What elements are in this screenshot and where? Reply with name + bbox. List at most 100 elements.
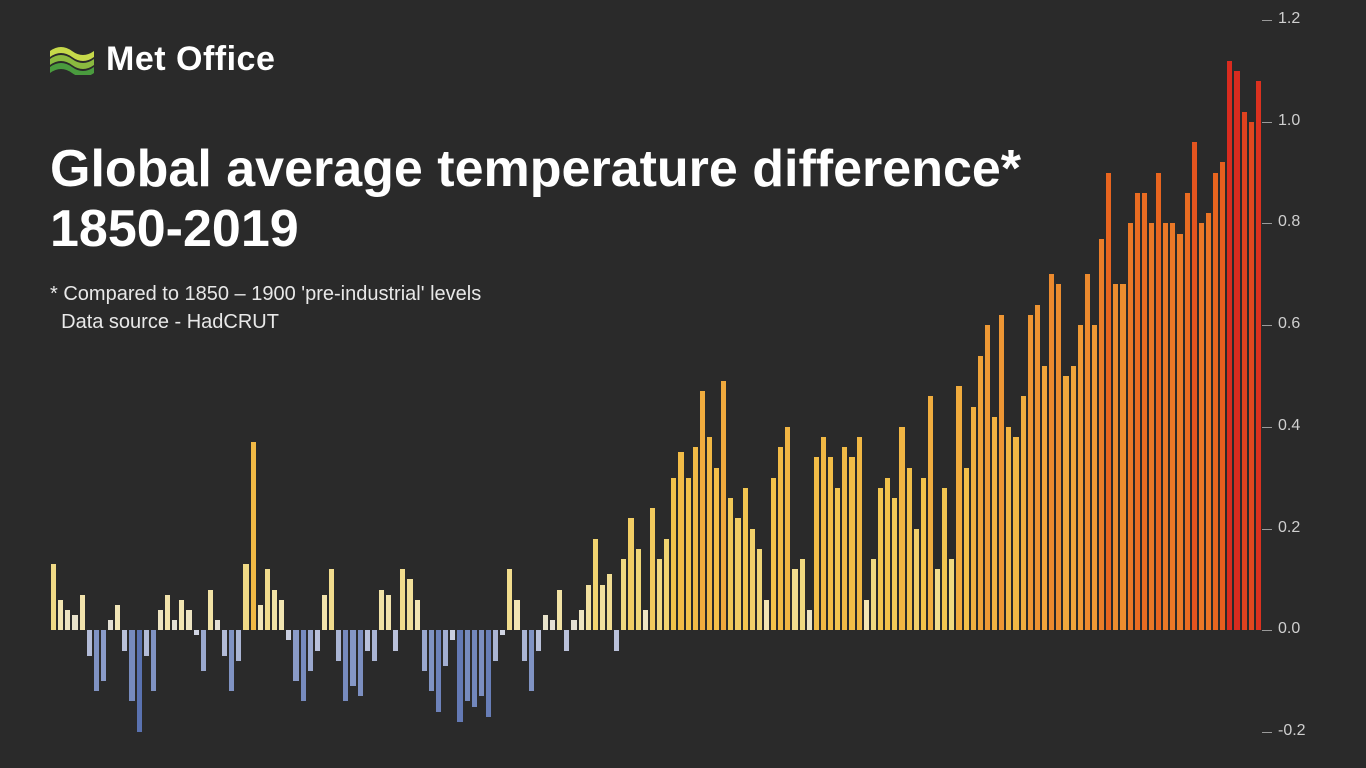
bar: [1242, 112, 1247, 631]
bar: [871, 559, 876, 630]
bar: [358, 630, 363, 696]
bar: [329, 569, 334, 630]
bar: [279, 600, 284, 631]
bar: [999, 315, 1004, 630]
bar: [771, 478, 776, 631]
bar: [251, 442, 256, 630]
bar: [472, 630, 477, 706]
bar: [849, 457, 854, 630]
bar: [194, 630, 199, 635]
y-tick-label: 0.0: [1278, 620, 1300, 638]
bar: [1170, 223, 1175, 630]
bar: [108, 620, 113, 630]
bar: [564, 630, 569, 650]
y-tick: [1262, 732, 1272, 733]
bar: [422, 630, 427, 671]
bar: [179, 600, 184, 631]
bar: [457, 630, 462, 722]
bar: [365, 630, 370, 650]
bar: [593, 539, 598, 631]
y-tick-label: 0.6: [1278, 315, 1300, 333]
bar: [65, 610, 70, 630]
y-tick: [1262, 122, 1272, 123]
bar: [664, 539, 669, 631]
bar: [172, 620, 177, 630]
bar: [857, 437, 862, 630]
bar: [1006, 427, 1011, 630]
bar: [686, 478, 691, 631]
bar: [372, 630, 377, 661]
bar: [1249, 122, 1254, 631]
bar: [800, 559, 805, 630]
bar: [1128, 223, 1133, 630]
bar: [693, 447, 698, 630]
y-tick-label: 1.0: [1278, 112, 1300, 130]
bar: [479, 630, 484, 696]
bar: [1021, 396, 1026, 630]
bar: [465, 630, 470, 701]
bar: [914, 529, 919, 631]
bar: [643, 610, 648, 630]
bar: [828, 457, 833, 630]
bar: [942, 488, 947, 630]
bar: [507, 569, 512, 630]
bar: [628, 518, 633, 630]
bar: [243, 564, 248, 630]
bar: [1177, 234, 1182, 631]
bar: [265, 569, 270, 630]
bar: [935, 569, 940, 630]
bar: [700, 391, 705, 630]
bar: [122, 630, 127, 650]
bar: [308, 630, 313, 671]
bar: [450, 630, 455, 640]
y-tick-label: 0.2: [1278, 519, 1300, 537]
bar: [165, 595, 170, 631]
bar: [72, 615, 77, 630]
bar: [1035, 305, 1040, 630]
bar: [350, 630, 355, 686]
bar: [614, 630, 619, 650]
bar: [215, 620, 220, 630]
bar: [1028, 315, 1033, 630]
temperature-bar-chart: -0.20.00.20.40.60.81.01.2: [50, 20, 1306, 732]
bar: [415, 600, 420, 631]
y-tick: [1262, 529, 1272, 530]
bar: [87, 630, 92, 655]
bar: [600, 585, 605, 631]
bar: [621, 559, 626, 630]
bar: [322, 595, 327, 631]
bar: [978, 356, 983, 631]
bar: [1113, 284, 1118, 630]
bar: [1078, 325, 1083, 630]
bar: [222, 630, 227, 655]
bar: [792, 569, 797, 630]
bar: [821, 437, 826, 630]
bar: [992, 417, 997, 631]
bar: [493, 630, 498, 661]
bar: [1063, 376, 1068, 630]
bar: [650, 508, 655, 630]
bar: [1135, 193, 1140, 630]
bar: [714, 468, 719, 631]
bar: [343, 630, 348, 701]
bar: [864, 600, 869, 631]
bar: [971, 407, 976, 631]
y-tick: [1262, 223, 1272, 224]
bar: [899, 427, 904, 630]
bar: [301, 630, 306, 701]
bar: [1142, 193, 1147, 630]
bar: [80, 595, 85, 631]
bar: [94, 630, 99, 691]
bar: [236, 630, 241, 661]
bar: [928, 396, 933, 630]
bar: [1199, 223, 1204, 630]
bar: [1149, 223, 1154, 630]
bar: [964, 468, 969, 631]
bar: [258, 605, 263, 630]
bar: [129, 630, 134, 701]
bar: [1013, 437, 1018, 630]
bar: [1085, 274, 1090, 630]
y-tick-label: 0.8: [1278, 213, 1300, 231]
bar: [878, 488, 883, 630]
bar: [721, 381, 726, 630]
